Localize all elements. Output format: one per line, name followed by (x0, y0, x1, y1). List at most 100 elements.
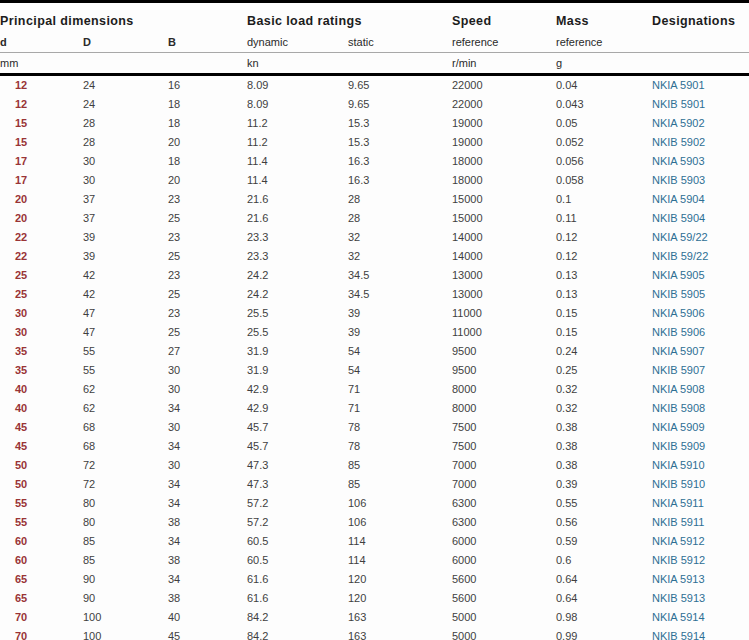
cell-B: 30 (168, 380, 247, 399)
cell-d: 15 (0, 114, 83, 133)
cell-designation[interactable]: NKIB 5913 (652, 589, 749, 608)
cell-speed: 6000 (452, 532, 556, 551)
cell-speed: 18000 (452, 152, 556, 171)
cell-dynamic: 8.09 (247, 75, 348, 96)
cell-dynamic: 42.9 (247, 399, 348, 418)
cell-designation[interactable]: NKIA 59/22 (652, 228, 749, 247)
cell-B: 30 (168, 456, 247, 475)
cell-designation[interactable]: NKIB 5909 (652, 437, 749, 456)
table-row: 60853460.511460000.59NKIA 5912 (0, 532, 749, 551)
table-row: 20372321.628150000.1NKIA 5904 (0, 190, 749, 209)
cell-dynamic: 25.5 (247, 304, 348, 323)
table-row: 60853860.511460000.6NKIB 5912 (0, 551, 749, 570)
table-row: 25422324.234.5130000.13NKIA 5905 (0, 266, 749, 285)
table-row: 30472325.539110000.15NKIA 5906 (0, 304, 749, 323)
cell-designation[interactable]: NKIA 5901 (652, 75, 749, 96)
cell-D: 39 (83, 247, 168, 266)
cell-designation[interactable]: NKIA 5911 (652, 494, 749, 513)
cell-designation[interactable]: NKIA 5904 (652, 190, 749, 209)
cell-dynamic: 11.2 (247, 133, 348, 152)
cell-designation[interactable]: NKIA 5910 (652, 456, 749, 475)
cell-designation[interactable]: NKIB 5906 (652, 323, 749, 342)
cell-D: 55 (83, 361, 168, 380)
cell-static: 114 (348, 532, 452, 551)
unit-mm: mm (0, 53, 83, 75)
cell-designation[interactable]: NKIB 5904 (652, 209, 749, 228)
cell-static: 71 (348, 399, 452, 418)
cell-mass: 0.04 (556, 75, 652, 96)
table-row: 40623442.97180000.32NKIB 5908 (0, 399, 749, 418)
cell-designation[interactable]: NKIB 5903 (652, 171, 749, 190)
cell-designation[interactable]: NKIB 5911 (652, 513, 749, 532)
table-row: 55803457.210663000.55NKIA 5911 (0, 494, 749, 513)
cell-designation[interactable]: NKIA 5912 (652, 532, 749, 551)
cell-designation[interactable]: NKIA 5907 (652, 342, 749, 361)
cell-d: 17 (0, 171, 83, 190)
cell-mass: 0.13 (556, 285, 652, 304)
cell-designation[interactable]: NKIA 5913 (652, 570, 749, 589)
cell-dynamic: 21.6 (247, 190, 348, 209)
cell-designation[interactable]: NKIA 5914 (652, 608, 749, 627)
cell-speed: 15000 (452, 190, 556, 209)
cell-dynamic: 31.9 (247, 342, 348, 361)
cell-mass: 0.05 (556, 114, 652, 133)
cell-designation[interactable]: NKIA 5903 (652, 152, 749, 171)
cell-dynamic: 11.2 (247, 114, 348, 133)
cell-designation[interactable]: NKIB 5908 (652, 399, 749, 418)
table-row: 45683445.77875000.38NKIB 5909 (0, 437, 749, 456)
cell-static: 120 (348, 589, 452, 608)
cell-D: 62 (83, 399, 168, 418)
cell-designation[interactable]: NKIB 59/22 (652, 247, 749, 266)
cell-D: 80 (83, 513, 168, 532)
table-row: 25422524.234.5130000.13NKIB 5905 (0, 285, 749, 304)
cell-D: 47 (83, 304, 168, 323)
header-dynamic: dynamic (247, 31, 348, 53)
cell-D: 80 (83, 494, 168, 513)
cell-designation[interactable]: NKIA 5906 (652, 304, 749, 323)
cell-static: 32 (348, 247, 452, 266)
cell-designation[interactable]: NKIB 5914 (652, 627, 749, 640)
cell-B: 34 (168, 437, 247, 456)
cell-designation[interactable]: NKIB 5910 (652, 475, 749, 494)
cell-D: 100 (83, 608, 168, 627)
cell-static: 34.5 (348, 285, 452, 304)
cell-d: 35 (0, 342, 83, 361)
table-row: 35553031.95495000.25NKIB 5907 (0, 361, 749, 380)
header-mass-reference: reference (556, 31, 652, 53)
unit-spacer (168, 53, 247, 75)
cell-speed: 18000 (452, 171, 556, 190)
cell-B: 34 (168, 494, 247, 513)
cell-d: 45 (0, 418, 83, 437)
table-row: 65903461.612056000.64NKIA 5913 (0, 570, 749, 589)
cell-designation[interactable]: NKIA 5905 (652, 266, 749, 285)
cell-dynamic: 60.5 (247, 532, 348, 551)
cell-designation[interactable]: NKIA 5908 (652, 380, 749, 399)
cell-mass: 0.55 (556, 494, 652, 513)
cell-D: 72 (83, 475, 168, 494)
cell-speed: 5000 (452, 608, 556, 627)
cell-D: 39 (83, 228, 168, 247)
cell-designation[interactable]: NKIA 5909 (652, 418, 749, 437)
cell-d: 30 (0, 323, 83, 342)
cell-mass: 0.11 (556, 209, 652, 228)
bearing-spec-table: Principal dimensions Basic load ratings … (0, 0, 749, 640)
cell-mass: 0.12 (556, 228, 652, 247)
header-static: static (348, 31, 452, 53)
cell-designation[interactable]: NKIB 5902 (652, 133, 749, 152)
cell-speed: 5000 (452, 627, 556, 640)
table-row: 50723447.38570000.39NKIB 5910 (0, 475, 749, 494)
cell-dynamic: 45.7 (247, 437, 348, 456)
cell-B: 45 (168, 627, 247, 640)
cell-dynamic: 24.2 (247, 285, 348, 304)
cell-mass: 0.32 (556, 399, 652, 418)
group-basic-load-ratings: Basic load ratings (247, 2, 452, 32)
cell-D: 42 (83, 285, 168, 304)
cell-D: 47 (83, 323, 168, 342)
cell-dynamic: 23.3 (247, 247, 348, 266)
cell-designation[interactable]: NKIB 5912 (652, 551, 749, 570)
cell-designation[interactable]: NKIA 5902 (652, 114, 749, 133)
cell-designation[interactable]: NKIB 5905 (652, 285, 749, 304)
cell-designation[interactable]: NKIB 5907 (652, 361, 749, 380)
cell-designation[interactable]: NKIB 5901 (652, 95, 749, 114)
cell-dynamic: 84.2 (247, 627, 348, 640)
